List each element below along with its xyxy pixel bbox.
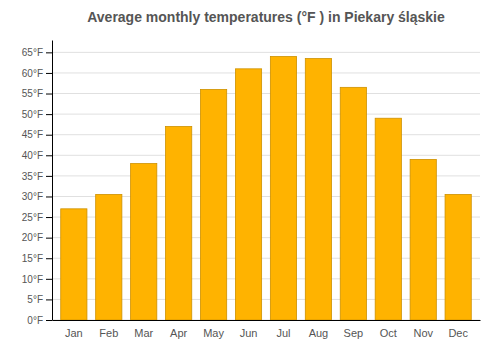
y-tick-label: 55°F	[22, 88, 43, 99]
y-tick: 50°F	[22, 109, 52, 120]
x-tick-label: Oct	[380, 327, 397, 339]
y-tick: 15°F	[22, 253, 52, 264]
x-tick: Apr	[170, 327, 187, 339]
x-tick-label: Feb	[99, 327, 118, 339]
x-tick-label: Sep	[344, 327, 364, 339]
x-tick-label: Jun	[240, 327, 258, 339]
x-tick: Jul	[276, 327, 290, 339]
x-tick-label: Dec	[448, 327, 468, 339]
x-tick: Oct	[380, 327, 397, 339]
y-tick-label: 60°F	[22, 68, 43, 79]
y-tick-mark	[46, 135, 52, 136]
y-tick: 55°F	[22, 88, 52, 99]
grid-line	[52, 72, 480, 73]
y-tick: 40°F	[22, 150, 52, 161]
grid-line	[52, 52, 480, 53]
bar	[96, 194, 122, 320]
grid	[52, 52, 480, 320]
y-tick-mark	[46, 320, 52, 321]
x-tick-label: Jan	[65, 327, 83, 339]
x-axis-line	[53, 320, 481, 321]
y-tick-mark	[46, 73, 52, 74]
x-tick: Sep	[344, 327, 364, 339]
y-tick-label: 35°F	[22, 171, 43, 182]
y-tick-label: 50°F	[22, 109, 43, 120]
x-tick: Jan	[65, 327, 83, 339]
grid-line	[52, 134, 480, 135]
y-tick-label: 10°F	[22, 274, 43, 285]
y-tick-mark	[46, 114, 52, 115]
y-tick-mark	[46, 279, 52, 280]
bars	[61, 56, 472, 320]
x-tick-label: Mar	[134, 327, 153, 339]
grid-line	[52, 155, 480, 156]
bar	[61, 209, 87, 320]
y-tick: 45°F	[22, 129, 52, 140]
y-tick-mark	[46, 94, 52, 95]
x-tick-label: Nov	[413, 327, 433, 339]
y-tick: 10°F	[22, 274, 52, 285]
x-tick-label: Aug	[309, 327, 329, 339]
x-tick: Feb	[99, 327, 118, 339]
y-tick-label: 15°F	[22, 253, 43, 264]
y-tick: 65°F	[22, 47, 52, 58]
bar	[235, 69, 261, 320]
grid-line	[52, 93, 480, 94]
y-tick: 30°F	[22, 191, 52, 202]
x-tick: Jun	[240, 327, 258, 339]
bar	[166, 126, 192, 320]
x-tick: May	[203, 327, 224, 339]
bar	[375, 118, 401, 320]
y-tick-label: 20°F	[22, 232, 43, 243]
x-tick: Aug	[309, 327, 329, 339]
y-tick-label: 30°F	[22, 191, 43, 202]
bar	[340, 87, 366, 320]
y-tick-label: 5°F	[27, 294, 43, 305]
y-tick-mark	[46, 299, 52, 300]
title: Average monthly temperatures (°F ) in Pi…	[87, 9, 445, 25]
chart: Jan Feb Mar Apr May Jun Jul Aug Sep Oct Nov Dec 0°F 5…	[0, 0, 500, 350]
y-tick-mark	[46, 196, 52, 197]
bar	[131, 164, 157, 320]
x-tick-label: Jul	[276, 327, 290, 339]
grid-line	[52, 114, 480, 115]
y-tick-mark	[46, 155, 52, 156]
x-tick: Dec	[448, 327, 468, 339]
x-tick: Nov	[413, 327, 433, 339]
y-tick: 5°F	[27, 294, 52, 305]
x-tick-label: May	[203, 327, 224, 339]
y-tick: 25°F	[22, 212, 52, 223]
y-tick-label: 25°F	[22, 212, 43, 223]
y-tick-mark	[46, 258, 52, 259]
y-axis-line	[52, 41, 53, 321]
y-tick-mark	[46, 52, 52, 53]
y-tick-mark	[46, 176, 52, 177]
y-tick-label: 65°F	[22, 47, 43, 58]
y-tick-label: 0°F	[27, 315, 43, 326]
y-tick: 60°F	[22, 68, 52, 79]
bar	[270, 56, 296, 320]
y-axis: 0°F 5°F 10°F 15°F 20°F 25°F 30°F 35°F 40°F 45°F 50…	[22, 41, 53, 326]
plot: Jan Feb Mar Apr May Jun Jul Aug Sep Oct Nov Dec 0°F 5…	[22, 41, 481, 339]
y-tick-label: 40°F	[22, 150, 43, 161]
y-tick: 20°F	[22, 232, 52, 243]
bar	[445, 194, 471, 320]
y-tick-label: 45°F	[22, 129, 43, 140]
x-axis: Jan Feb Mar Apr May Jun Jul Aug Sep Oct Nov Dec	[53, 321, 481, 339]
x-tick: Mar	[134, 327, 153, 339]
bar	[200, 89, 226, 320]
y-tick: 35°F	[22, 171, 52, 182]
bar	[305, 59, 331, 320]
y-tick-mark	[46, 238, 52, 239]
y-tick: 0°F	[27, 315, 52, 326]
y-tick-mark	[46, 217, 52, 218]
bar	[410, 159, 436, 320]
x-tick-label: Apr	[170, 327, 187, 339]
